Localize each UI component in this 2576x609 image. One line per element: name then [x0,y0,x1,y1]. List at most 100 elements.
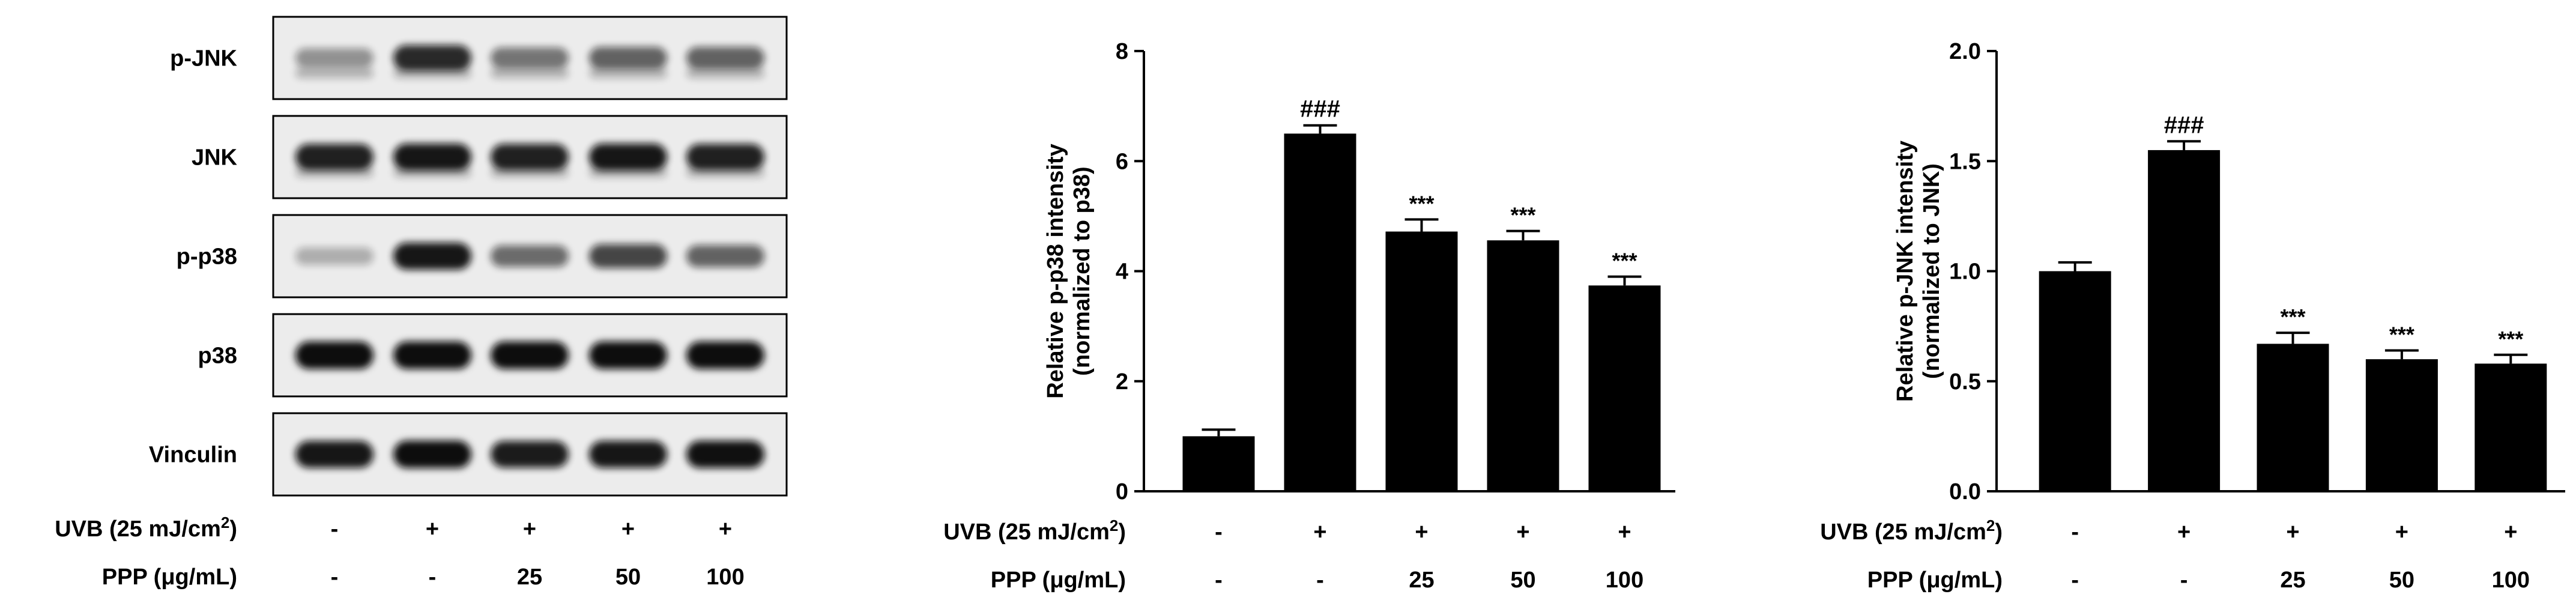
treatment-label: PPP (μg/mL) [991,568,1126,593]
treatment-value: + [2504,520,2517,545]
treatment-value: - [1316,568,1324,593]
blot-row-label: p-p38 [177,244,237,270]
blot-band [393,243,471,270]
blot-band [589,441,667,468]
blot-band [686,440,764,468]
western-blot-panel: p-JNK JNK p-p38 p38 Vinculin UVB (25 mJ/cm2) -… [55,16,788,590]
treatment-value: - [2071,520,2079,545]
blot-band [393,144,471,171]
y-tick-label: 4 [1116,259,1128,285]
blot-band [491,245,569,267]
significance-mark: *** [1612,249,1637,273]
treatment-value: 25 [2280,568,2305,593]
y-axis-label: Relative p-JNK intensity(normalized to J… [1893,141,1944,402]
treatment-value: + [523,517,536,542]
blot-row-vinculin: Vinculin [149,412,788,497]
bar [2365,359,2438,491]
y-axis-label: Relative p-p38 intensity(normalized to p… [1043,144,1095,398]
blot-band [295,144,373,171]
blot-row-p-p38: p-p38 [177,214,788,298]
treatment-value: + [1313,520,1326,545]
bar [1588,285,1661,491]
significance-mark: ### [2164,112,2204,138]
blot-band [686,144,764,171]
bar [1182,436,1255,491]
blot-band [589,144,667,171]
blot-band-lower [589,67,667,79]
treatment-value: - [1215,568,1223,593]
blot-row-label: Vinculin [149,443,237,468]
treatment-value: 50 [2389,568,2414,593]
y-tick-label: 1.5 [1949,149,1981,174]
treatment-value: + [621,517,635,542]
treatment-value: 100 [2492,568,2530,593]
blot-treatment-table: UVB (25 mJ/cm2) - + + + + PPP (μg/mL) - - 25 50 100 [55,514,745,590]
treatment-label: PPP (μg/mL) [1867,568,2003,593]
treatment-value: + [2286,520,2299,545]
blot-band [295,48,373,68]
blot-band-lower [393,67,471,79]
blot-row-p-jnk: p-JNK [170,16,788,100]
y-tick-label: 0.5 [1949,369,1981,395]
blot-band [491,144,569,171]
treatment-value: + [2395,520,2408,545]
treatment-value: - [331,565,339,590]
blot-band [589,341,667,369]
blot-row-label: p-JNK [170,46,237,71]
bar [2148,150,2221,492]
significance-mark: *** [1409,191,1434,216]
y-tick-label: 6 [1116,149,1128,174]
blot-band [295,247,373,265]
treatment-value: 25 [517,565,542,590]
blot-band [491,47,569,68]
blot-band [393,45,471,71]
treatment-label: UVB (25 mJ/cm2) [55,514,237,542]
blot-band-lower [393,166,471,178]
blot-band-lower [589,166,667,178]
significance-mark: *** [1510,203,1535,228]
treatment-label: UVB (25 mJ/cm2) [943,517,1126,545]
treatment-value: 100 [706,565,744,590]
y-tick-label: 1.0 [1949,259,1981,285]
treatment-label: PPP (μg/mL) [102,565,237,590]
treatment-value: + [719,517,732,542]
treatment-value: + [1516,520,1529,545]
blot-row-label: JNK [192,145,238,171]
blot-band-lower [295,67,373,79]
blot-row-p38: p38 [198,313,788,398]
significance-mark: *** [2498,327,2523,351]
blot-band-lower [686,166,764,178]
blot-band-lower [295,166,373,178]
bar [1385,231,1458,491]
bar [2039,271,2111,491]
blot-band [295,341,373,369]
blot-band [686,341,764,369]
blot-band [491,441,569,468]
treatment-value: 25 [1409,568,1434,593]
blot-band [686,47,764,69]
significance-mark: *** [2389,322,2414,347]
treatment-value: - [2071,568,2079,593]
blot-band [686,245,764,267]
treatment-value: - [1215,520,1223,545]
bar [1487,240,1559,491]
treatment-value: + [1415,520,1428,545]
blot-band [491,341,569,369]
bar [2475,363,2547,491]
blot-band-lower [686,67,764,79]
y-tick-label: 0 [1116,479,1128,504]
blot-band [295,441,373,468]
treatment-value: 50 [1510,568,1535,593]
treatment-value: + [1618,520,1631,545]
blot-band [393,440,471,468]
p-p38-bar-chart: 0 2 4 6 8 Relative p-p38 intensity(normalized… [943,39,1675,593]
blot-band-lower [491,67,569,79]
bar [2257,344,2329,491]
p-jnk-bar-chart: 0.0 0.5 1.0 1.5 2.0 Relative p-JNK intensity(… [1820,39,2565,593]
blot-band [393,341,471,369]
y-tick-label: 0.0 [1949,479,1981,504]
treatment-value: 100 [1606,568,1643,593]
treatment-value: - [429,565,437,590]
y-tick-label: 2 [1116,369,1128,395]
